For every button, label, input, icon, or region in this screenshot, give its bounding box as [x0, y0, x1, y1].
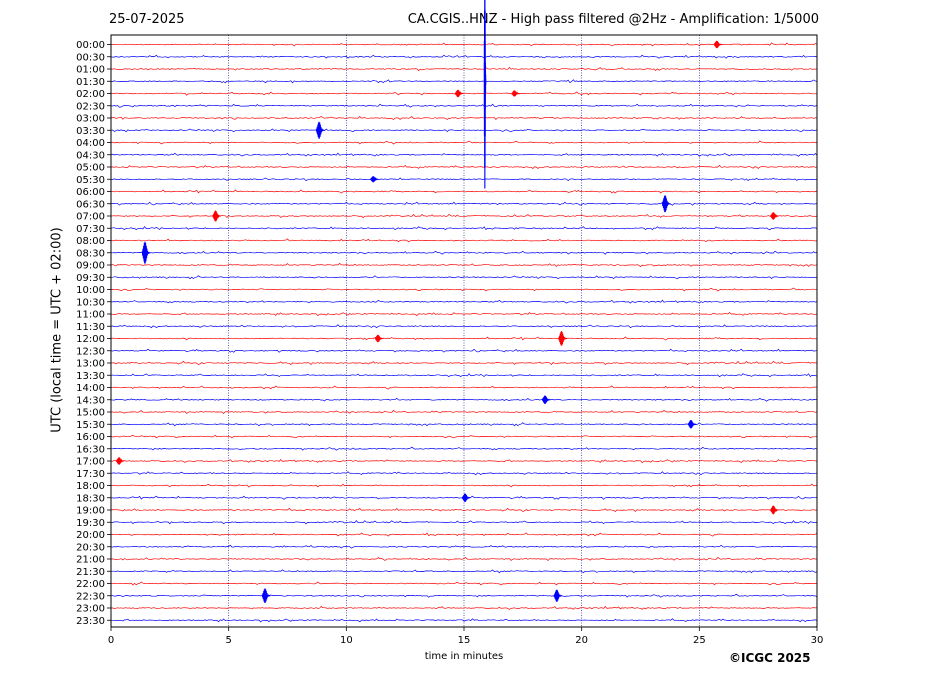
event-group — [115, 0, 779, 603]
y-tick-label: 06:00 — [76, 187, 105, 198]
event-burst — [713, 40, 723, 49]
y-tick-label: 18:30 — [76, 493, 105, 504]
y-tick-label: 04:30 — [76, 150, 105, 161]
event-burst — [454, 89, 464, 98]
y-tick-label: 21:30 — [76, 567, 105, 578]
trace-line — [110, 336, 818, 341]
event-burst — [315, 121, 325, 139]
y-tick-label: 05:00 — [76, 163, 105, 174]
event-burst — [461, 493, 471, 502]
y-tick-label: 03:00 — [76, 114, 105, 125]
y-tick-label: 23:30 — [76, 616, 105, 627]
event-burst — [687, 419, 697, 429]
y-tick-label: 01:30 — [76, 77, 105, 88]
trace-line — [110, 434, 818, 439]
y-tick-label: 15:30 — [76, 420, 105, 431]
trace-line — [110, 287, 818, 292]
y-tick-label: 07:00 — [76, 212, 105, 223]
chart-title: CA.CGIS..HNZ - High pass filtered @2Hz -… — [407, 12, 819, 27]
y-tick-label: 12:00 — [76, 334, 105, 345]
event-burst — [141, 241, 151, 264]
y-tick-label: 02:00 — [76, 89, 105, 100]
y-tick-label: 19:30 — [76, 518, 105, 529]
y-tick-label: 13:30 — [76, 371, 105, 382]
event-burst — [115, 457, 125, 465]
event-burst — [770, 212, 779, 220]
copyright-label: ©ICGC 2025 — [729, 651, 811, 665]
y-tick-label: 20:30 — [76, 542, 105, 553]
y-tick-label: 11:00 — [76, 310, 105, 321]
y-tick-label: 16:00 — [76, 432, 105, 443]
y-tick-label: 19:00 — [76, 506, 105, 517]
event-burst — [553, 589, 563, 602]
y-tick-label: 00:30 — [76, 52, 105, 63]
trace-line — [111, 410, 818, 414]
y-tick-label: 12:30 — [76, 346, 105, 357]
y-tick-label: 03:30 — [76, 126, 105, 137]
y-tick-label: 10:00 — [76, 285, 105, 296]
y-tick-label: 01:00 — [76, 65, 105, 76]
y-tick-label: 17:00 — [76, 457, 105, 468]
grid-group — [228, 35, 700, 627]
y-tick-label: 02:30 — [76, 101, 105, 112]
trace-line — [110, 532, 818, 537]
trace-line — [110, 91, 817, 96]
y-tick-label: 09:00 — [76, 261, 105, 272]
event-burst — [511, 90, 520, 97]
x-axis-label: time in minutes — [424, 651, 504, 662]
event-burst — [212, 210, 221, 222]
y-tick-label: 13:00 — [76, 359, 105, 370]
y-tick-label: 08:00 — [76, 236, 105, 247]
y-tick-label: 21:00 — [76, 555, 105, 566]
y-tick-label: 23:00 — [76, 604, 105, 615]
event-burst — [261, 588, 271, 603]
x-tick-label: 15 — [458, 635, 471, 646]
trace-line — [110, 544, 818, 549]
event-burst — [558, 331, 567, 346]
y-tick-label: 10:30 — [76, 297, 105, 308]
y-tick-label: 22:30 — [76, 591, 105, 602]
event-burst — [770, 505, 779, 515]
y-tick-label: 15:00 — [76, 408, 105, 419]
trace-line — [110, 507, 818, 512]
x-tick-label: 5 — [225, 635, 231, 646]
trace-line — [110, 79, 818, 84]
x-tick-label: 25 — [693, 635, 706, 646]
trace-line — [111, 446, 818, 451]
trace-line — [110, 312, 818, 317]
x-tick-label: 0 — [108, 635, 114, 646]
y-tick-label: 18:00 — [76, 481, 105, 492]
event-burst — [541, 395, 551, 404]
trace-line — [110, 164, 818, 169]
y-tick-label: 16:30 — [76, 444, 105, 455]
trace-line — [110, 66, 818, 71]
y-tick-label: 17:30 — [76, 469, 105, 480]
y-tick-label: 04:00 — [76, 138, 105, 149]
y-tick-label: 08:30 — [76, 248, 105, 259]
y-tick-label: 00:00 — [76, 40, 105, 51]
y-tick-label: 05:30 — [76, 175, 105, 186]
chart-date: 25-07-2025 — [109, 12, 185, 27]
trace-line — [110, 458, 818, 464]
y-tick-label: 14:30 — [76, 395, 105, 406]
x-tick-label: 30 — [811, 635, 824, 646]
y-tick-label: 22:00 — [76, 579, 105, 590]
y-tick-label: 07:30 — [76, 224, 105, 235]
y-tick-label: 06:30 — [76, 199, 105, 210]
y-tick-label: 14:00 — [76, 383, 105, 394]
event-burst — [370, 176, 379, 183]
event-burst — [661, 195, 671, 213]
event-burst — [374, 334, 384, 343]
x-tick-label: 20 — [575, 635, 588, 646]
y-tick-label: 20:00 — [76, 530, 105, 541]
y-tick-label: 09:30 — [76, 273, 105, 284]
trace-line — [110, 177, 818, 182]
event-burst — [483, 0, 487, 189]
y-tick-label: 11:30 — [76, 322, 105, 333]
trace-group — [110, 42, 818, 623]
trace-line — [110, 557, 817, 561]
x-tick-label: 10 — [340, 635, 353, 646]
